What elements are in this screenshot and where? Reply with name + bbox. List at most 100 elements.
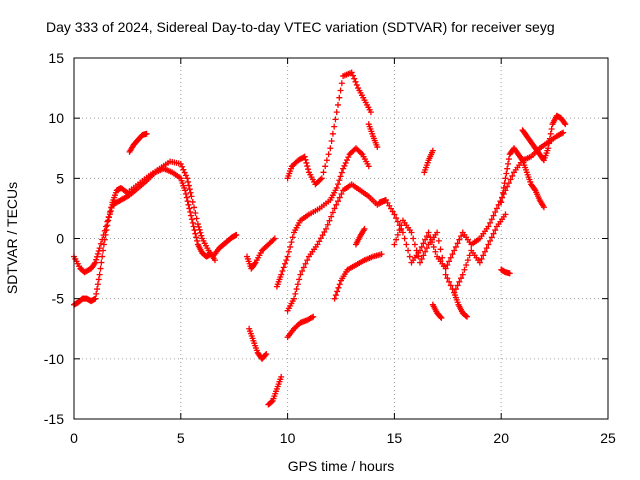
data-point	[398, 222, 405, 229]
data-point	[478, 255, 485, 262]
data-point	[333, 109, 340, 116]
series-track-e	[246, 325, 270, 362]
data-point	[192, 230, 199, 237]
data-point	[488, 234, 495, 241]
data-point	[438, 314, 445, 321]
data-point	[504, 183, 511, 190]
series-track-u	[519, 112, 569, 164]
data-point	[296, 276, 303, 283]
data-point	[505, 160, 512, 167]
data-point	[463, 312, 470, 319]
data-point	[188, 212, 195, 219]
data-point	[91, 260, 98, 267]
data-point	[189, 198, 196, 205]
x-tick-label: 15	[387, 430, 403, 446]
data-point	[293, 286, 300, 293]
data-point	[278, 271, 285, 278]
data-point	[326, 217, 333, 224]
data-point	[447, 254, 454, 261]
data-point	[211, 257, 218, 264]
data-point	[546, 140, 553, 147]
data-point	[251, 260, 258, 267]
data-point	[92, 295, 99, 302]
data-point	[456, 236, 463, 243]
data-point	[487, 237, 494, 244]
data-point	[342, 159, 349, 166]
data-point	[444, 275, 451, 282]
data-point	[186, 205, 193, 212]
data-point	[531, 186, 538, 193]
x-tick-label: 0	[70, 430, 78, 446]
data-point	[195, 223, 202, 230]
data-point	[192, 209, 199, 216]
data-point	[270, 236, 277, 243]
x-tick-label: 20	[493, 430, 509, 446]
data-point	[425, 229, 432, 236]
data-point	[423, 233, 430, 240]
data-point	[413, 247, 420, 254]
data-point	[97, 240, 104, 247]
data-point	[336, 194, 343, 201]
x-tick-label: 10	[280, 430, 296, 446]
data-point	[283, 257, 290, 264]
data-point	[322, 163, 329, 170]
series-track-g	[265, 373, 285, 408]
x-tick-label: 5	[177, 430, 185, 446]
data-point	[318, 175, 325, 182]
data-point	[456, 278, 463, 285]
series-track-b	[71, 158, 218, 276]
data-point	[93, 256, 100, 263]
data-point	[94, 253, 101, 260]
data-point	[198, 232, 205, 239]
data-point	[422, 248, 429, 255]
data-point	[562, 121, 569, 128]
data-point	[335, 181, 342, 188]
data-point	[411, 241, 418, 248]
data-point	[361, 225, 368, 232]
data-point	[410, 235, 417, 242]
data-point	[490, 212, 497, 219]
series-track-f	[244, 235, 278, 272]
data-point	[430, 243, 437, 250]
series-track-p	[391, 211, 509, 296]
data-point	[287, 243, 294, 250]
data-point	[98, 259, 105, 266]
y-tick-label: 5	[56, 170, 64, 186]
data-point	[509, 172, 516, 179]
series-track-h	[273, 145, 372, 290]
data-point	[546, 135, 553, 142]
series-track-v	[498, 266, 513, 277]
data-point	[94, 250, 101, 257]
series-track-l	[331, 251, 385, 302]
data-point	[418, 243, 425, 250]
data-point	[483, 245, 490, 252]
data-point	[185, 178, 192, 185]
data-point	[464, 313, 471, 320]
data-point	[96, 271, 103, 278]
data-point	[95, 276, 102, 283]
data-point	[331, 205, 338, 212]
data-point	[289, 234, 296, 241]
data-point	[95, 248, 102, 255]
data-point	[487, 219, 494, 226]
data-point	[437, 246, 444, 253]
data-point	[365, 163, 372, 170]
data-point	[335, 198, 342, 205]
data-point	[194, 221, 201, 228]
data-point	[548, 125, 555, 132]
data-point	[193, 215, 200, 222]
data-point	[179, 163, 186, 170]
series-track-i	[284, 69, 374, 188]
data-point	[279, 267, 286, 274]
data-point	[501, 180, 508, 187]
data-point	[323, 157, 330, 164]
data-point	[440, 263, 447, 270]
data-point	[458, 275, 465, 282]
data-point	[408, 229, 415, 236]
data-point	[461, 266, 468, 273]
data-point	[435, 237, 442, 244]
data-point	[446, 258, 453, 265]
data-point	[100, 241, 107, 248]
data-point	[500, 184, 507, 191]
data-point	[374, 144, 381, 151]
